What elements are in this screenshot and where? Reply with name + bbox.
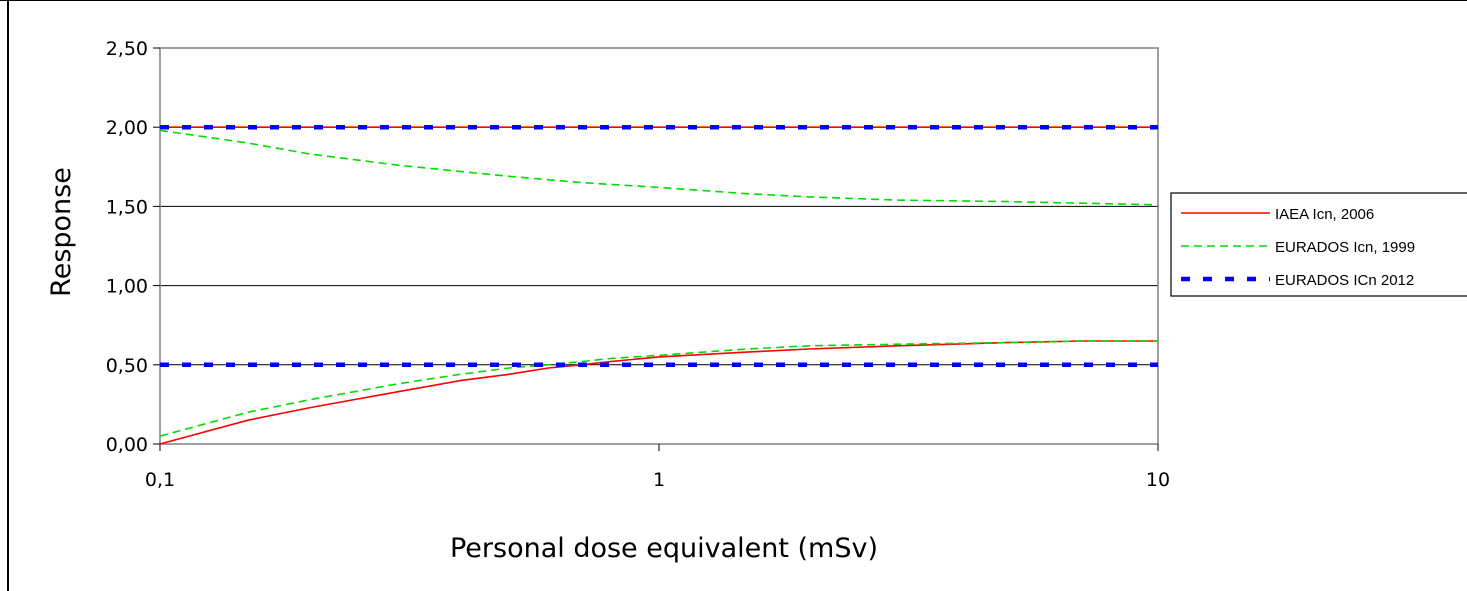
y-tick-label-1: 0,50 [106, 355, 148, 377]
series-1-line-0 [159, 129, 1159, 206]
x-tick-label-2: 10 [1146, 469, 1170, 491]
series-1-line-1 [159, 340, 1158, 437]
y-tick-label-3: 1,50 [106, 196, 148, 218]
legend-label-2: EURADOS ICn 2012 [1275, 272, 1414, 289]
series-lines [159, 124, 1159, 445]
x-tick-label-1: 1 [653, 469, 665, 491]
y-tick-label-5: 2,50 [106, 38, 148, 60]
legend: IAEA Icn, 2006 EURADOS Icn, 1999 EURADOS I… [1170, 192, 1467, 297]
legend-label-0: IAEA Icn, 2006 [1275, 206, 1374, 223]
y-tick-label-0: 0,00 [106, 434, 148, 456]
grid [160, 126, 1158, 366]
series-0-line-1 [159, 340, 1158, 445]
y-axis-title: Response [46, 167, 77, 297]
x-axis-ticks: 0,1 1 10 [145, 444, 1170, 491]
legend-label-1: EURADOS Icn, 1999 [1275, 239, 1415, 256]
y-tick-label-4: 2,00 [106, 117, 148, 139]
y-tick-label-2: 1,00 [106, 276, 148, 298]
x-tick-label-0: 0,1 [145, 469, 175, 491]
plot-frame [159, 47, 1159, 445]
x-axis-title: Personal dose equivalent (mSv) [450, 533, 878, 564]
legend-box [1170, 192, 1467, 297]
y-axis-ticks: 0,00 0,50 1,00 1,50 2,00 2,50 [106, 38, 160, 456]
